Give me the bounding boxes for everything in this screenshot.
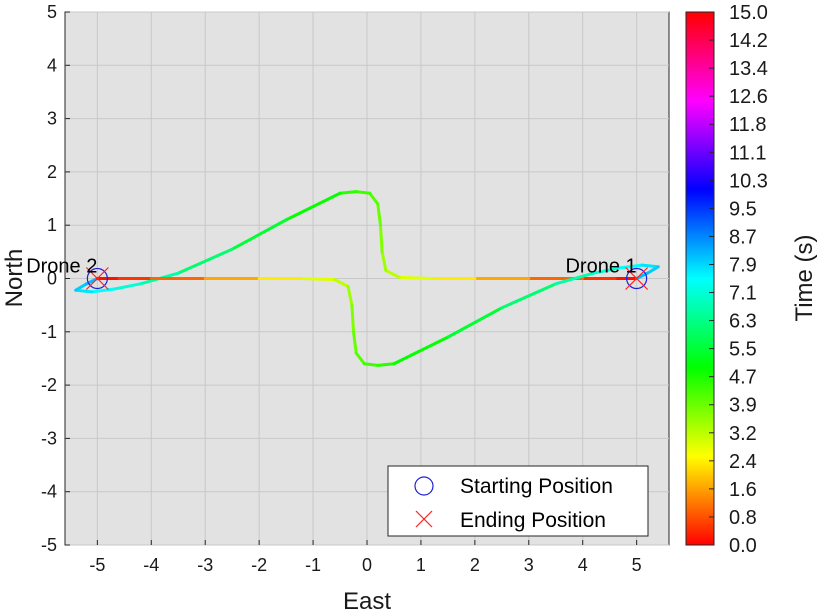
trajectory-segment (378, 223, 384, 254)
y-tick-label: 3 (47, 109, 57, 129)
y-axis-title: North (1, 249, 28, 308)
colorbar-ticks: 15.0 14.2 13.4 12.6 11.8 11.1 10.3 9.5 8.7 7.9 7.1… (709, 2, 768, 557)
x-tick-label: -5 (89, 555, 105, 575)
x-axis-ticks: -5 -4 -3 -2 -1 0 1 2 3 4 5 (89, 540, 642, 575)
y-tick-label: -4 (41, 482, 57, 502)
colorbar-tick-label: 13.4 (729, 58, 768, 80)
trajectory-segment (446, 306, 504, 339)
x-tick-label: -2 (251, 555, 267, 575)
colorbar-tick-label: 12.6 (729, 86, 768, 108)
trajectory-segment (368, 191, 380, 206)
trajectory-segment (384, 269, 401, 279)
trajectory-segment (397, 275, 434, 280)
trajectory-segment (176, 247, 234, 275)
trajectory-segment (376, 362, 396, 367)
trajectory-1 (74, 190, 639, 294)
position-markers (85, 267, 649, 290)
end-marker (85, 267, 109, 290)
trajectory-segment (392, 335, 450, 366)
colorbar-tick-label: 9.5 (729, 198, 757, 220)
y-tick-label: -5 (41, 535, 57, 555)
y-tick-label: 1 (47, 215, 57, 235)
end-marker (625, 267, 649, 290)
colorbar-tick-label: 2.4 (729, 451, 757, 473)
y-tick-label: -3 (41, 428, 57, 448)
colorbar-title: Time (s) (791, 234, 818, 321)
trajectory-paths (74, 190, 660, 367)
drone-annotations: Drone 1 Drone 2 (26, 256, 636, 278)
legend-box (387, 465, 649, 537)
colorbar-tick-label: 0.8 (729, 507, 757, 529)
colorbar-tick-label: 0.0 (729, 535, 757, 557)
colorbar-tick-label: 11.1 (729, 142, 766, 164)
y-tick-label: 5 (47, 2, 57, 22)
legend-end-label: Ending Position (460, 509, 606, 532)
y-tick-label: 4 (47, 55, 57, 75)
trajectory-segment (352, 330, 358, 355)
colorbar-tick-label: 3.9 (729, 395, 757, 417)
x-tick-label: -4 (143, 555, 159, 575)
y-tick-label: 2 (47, 162, 57, 182)
colorbar-tick-label: 10.3 (729, 170, 768, 192)
trajectory-segment (376, 202, 382, 227)
x-tick-label: 5 (632, 555, 642, 575)
y-tick-label: 0 (47, 269, 57, 289)
trajectory-segment (346, 284, 354, 307)
drone-label: Drone 1 (565, 256, 636, 278)
legend-start-label: Starting Position (460, 475, 613, 498)
trajectory-segment (350, 303, 356, 334)
x-tick-label: 0 (362, 555, 372, 575)
trajectory-segment (354, 351, 366, 366)
trajectory-segment (645, 265, 660, 275)
legend: Starting Position Ending Position (387, 465, 649, 537)
trajectory-segment (618, 263, 644, 270)
trajectory-segment (112, 282, 142, 291)
trajectory-segment (362, 362, 380, 367)
legend-end-marker (415, 510, 433, 528)
colorbar-tick-label: 8.7 (729, 226, 757, 248)
trajectory-segment (338, 190, 358, 195)
trajectory-segment (592, 266, 622, 275)
colorbar-tick-label: 11.8 (729, 114, 766, 136)
colorbar-tick-label: 1.6 (729, 479, 757, 501)
trajectory-segment (300, 277, 337, 282)
x-axis-title: East (343, 588, 391, 615)
trajectory-segment (640, 263, 660, 269)
colorbar-tick-label: 7.9 (729, 254, 757, 276)
colorbar-tick-label: 6.3 (729, 311, 757, 333)
x-tick-label: 2 (470, 555, 480, 575)
trajectory-segment (230, 218, 288, 251)
trajectory-segment (90, 287, 116, 294)
trajectory-segment (333, 278, 350, 288)
colorbar-tick-label: 5.5 (729, 339, 757, 361)
trajectory-segment (74, 282, 89, 292)
trajectory-2 (95, 263, 660, 367)
start-marker (626, 267, 648, 290)
trajectory-segment (500, 282, 558, 310)
trajectory-segment (284, 191, 342, 222)
colorbar-tick-label: 4.7 (729, 367, 757, 389)
x-tick-label: -1 (305, 555, 321, 575)
start-marker (86, 267, 108, 290)
drone-label: Drone 2 (26, 256, 97, 278)
colorbar-tick-label: 14.2 (729, 30, 768, 52)
trajectory-segment (354, 190, 372, 195)
x-tick-label: -3 (197, 555, 213, 575)
trajectory-segment (554, 271, 595, 286)
x-tick-label: 3 (524, 555, 534, 575)
colorbar (685, 11, 715, 546)
y-axis-ticks: -5 -4 -3 -2 -1 0 1 2 3 4 5 (41, 2, 70, 555)
x-tick-label: 4 (578, 555, 588, 575)
trajectory-segment (380, 250, 388, 273)
trajectory-segment (74, 288, 94, 294)
x-tick-label: 1 (416, 555, 426, 575)
legend-start-marker (414, 476, 434, 496)
y-tick-label: -2 (41, 375, 57, 395)
colorbar-tick-label: 3.2 (729, 423, 757, 445)
colorbar-tick-label: 15.0 (729, 2, 768, 24)
y-tick-label: -1 (41, 322, 57, 342)
colorbar-tick-label: 7.1 (729, 283, 757, 305)
